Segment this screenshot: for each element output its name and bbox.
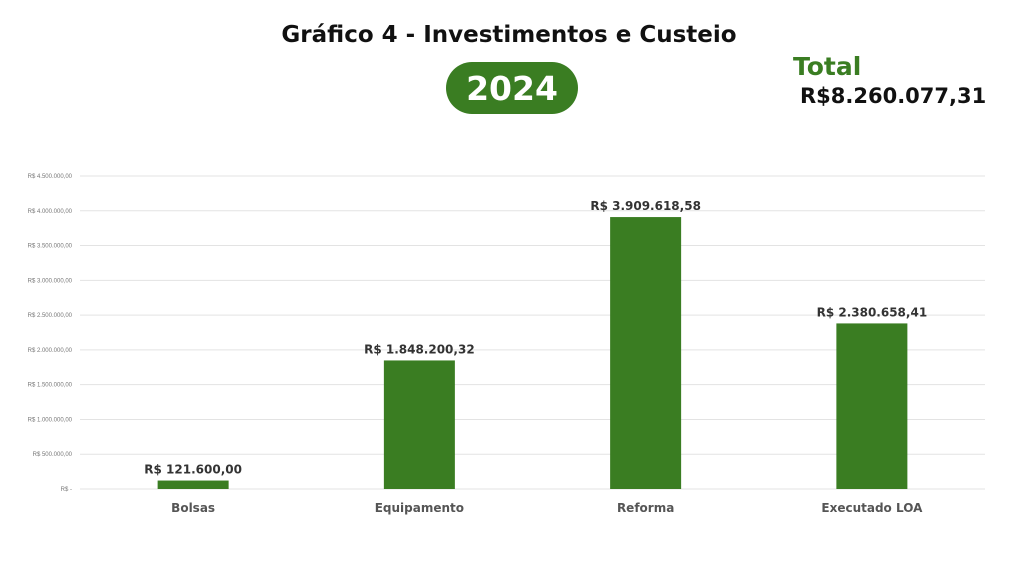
data-label: R$ 1.848.200,32	[364, 342, 475, 356]
data-label: R$ 121.600,00	[144, 463, 242, 477]
category-label: Executado LOA	[821, 501, 923, 515]
data-label: R$ 3.909.618,58	[590, 199, 701, 213]
y-tick-label: R$ 1.000.000,00	[28, 417, 73, 423]
y-tick-label: R$ 2.000.000,00	[28, 348, 73, 354]
y-tick-label: R$ 3.500.000,00	[28, 244, 73, 250]
bar	[610, 217, 682, 489]
y-tick-label: R$ 4.500.000,00	[28, 174, 73, 180]
bar	[157, 480, 229, 489]
y-tick-label: R$ -	[61, 487, 72, 493]
data-label: R$ 2.380.658,41	[817, 305, 928, 319]
y-tick-label: R$ 4.000.000,00	[28, 209, 73, 215]
category-label: Equipamento	[375, 501, 464, 515]
y-tick-label: R$ 500.000,00	[33, 452, 73, 458]
category-label: Bolsas	[171, 501, 215, 515]
year-badge: 2024	[446, 62, 578, 114]
y-tick-label: R$ 3.000.000,00	[28, 278, 73, 284]
total-value: R$8.260.077,31	[800, 84, 987, 108]
total-label: Total	[793, 52, 862, 81]
category-label: Reforma	[617, 501, 674, 515]
y-tick-label: R$ 1.500.000,00	[28, 383, 73, 389]
chart-title: Gráfico 4 - Investimentos e Custeio	[281, 22, 737, 48]
bar	[383, 360, 455, 489]
y-tick-label: R$ 2.500.000,00	[28, 313, 73, 319]
bar	[836, 323, 908, 489]
